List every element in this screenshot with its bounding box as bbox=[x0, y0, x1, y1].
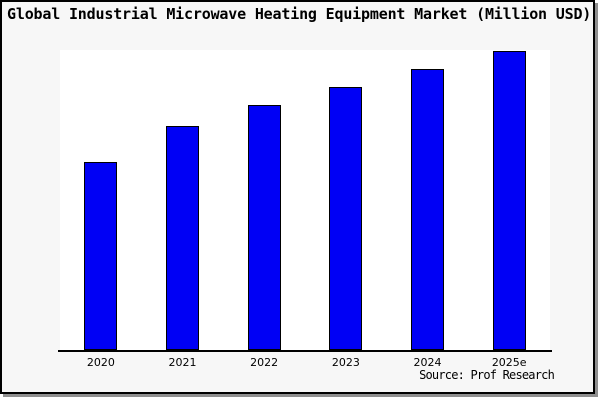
bar-2020 bbox=[84, 161, 118, 350]
bar-2022 bbox=[247, 104, 281, 350]
bar-2025e bbox=[492, 51, 526, 350]
bar-slot bbox=[387, 50, 469, 350]
bar-2021 bbox=[166, 125, 199, 350]
bar-2024 bbox=[411, 68, 445, 350]
x-tick-label-2021: 2021 bbox=[168, 356, 197, 369]
bar-slot bbox=[223, 50, 305, 350]
bar-slot bbox=[305, 50, 387, 350]
x-axis-line bbox=[58, 350, 552, 352]
x-tick-label-2023: 2023 bbox=[331, 356, 360, 369]
x-tick-label-2020: 2020 bbox=[86, 356, 115, 369]
chart-card: Global Industrial Microwave Heating Equi… bbox=[0, 0, 595, 394]
x-tick-label-2025e: 2025e bbox=[491, 356, 527, 369]
x-tick-label-2022: 2022 bbox=[250, 356, 279, 369]
bar-slot bbox=[60, 50, 142, 350]
bar-slot bbox=[142, 50, 224, 350]
chart-title: Global Industrial Microwave Heating Equi… bbox=[7, 6, 592, 22]
x-tick-label-2024: 2024 bbox=[413, 356, 442, 369]
plot-area bbox=[60, 50, 550, 350]
source-note: Source: Prof Research bbox=[419, 368, 555, 382]
bar-slot bbox=[468, 50, 550, 350]
bar-2023 bbox=[329, 86, 363, 350]
x-axis-labels: 2020 2021 2022 2023 2024 2025e bbox=[60, 356, 550, 370]
